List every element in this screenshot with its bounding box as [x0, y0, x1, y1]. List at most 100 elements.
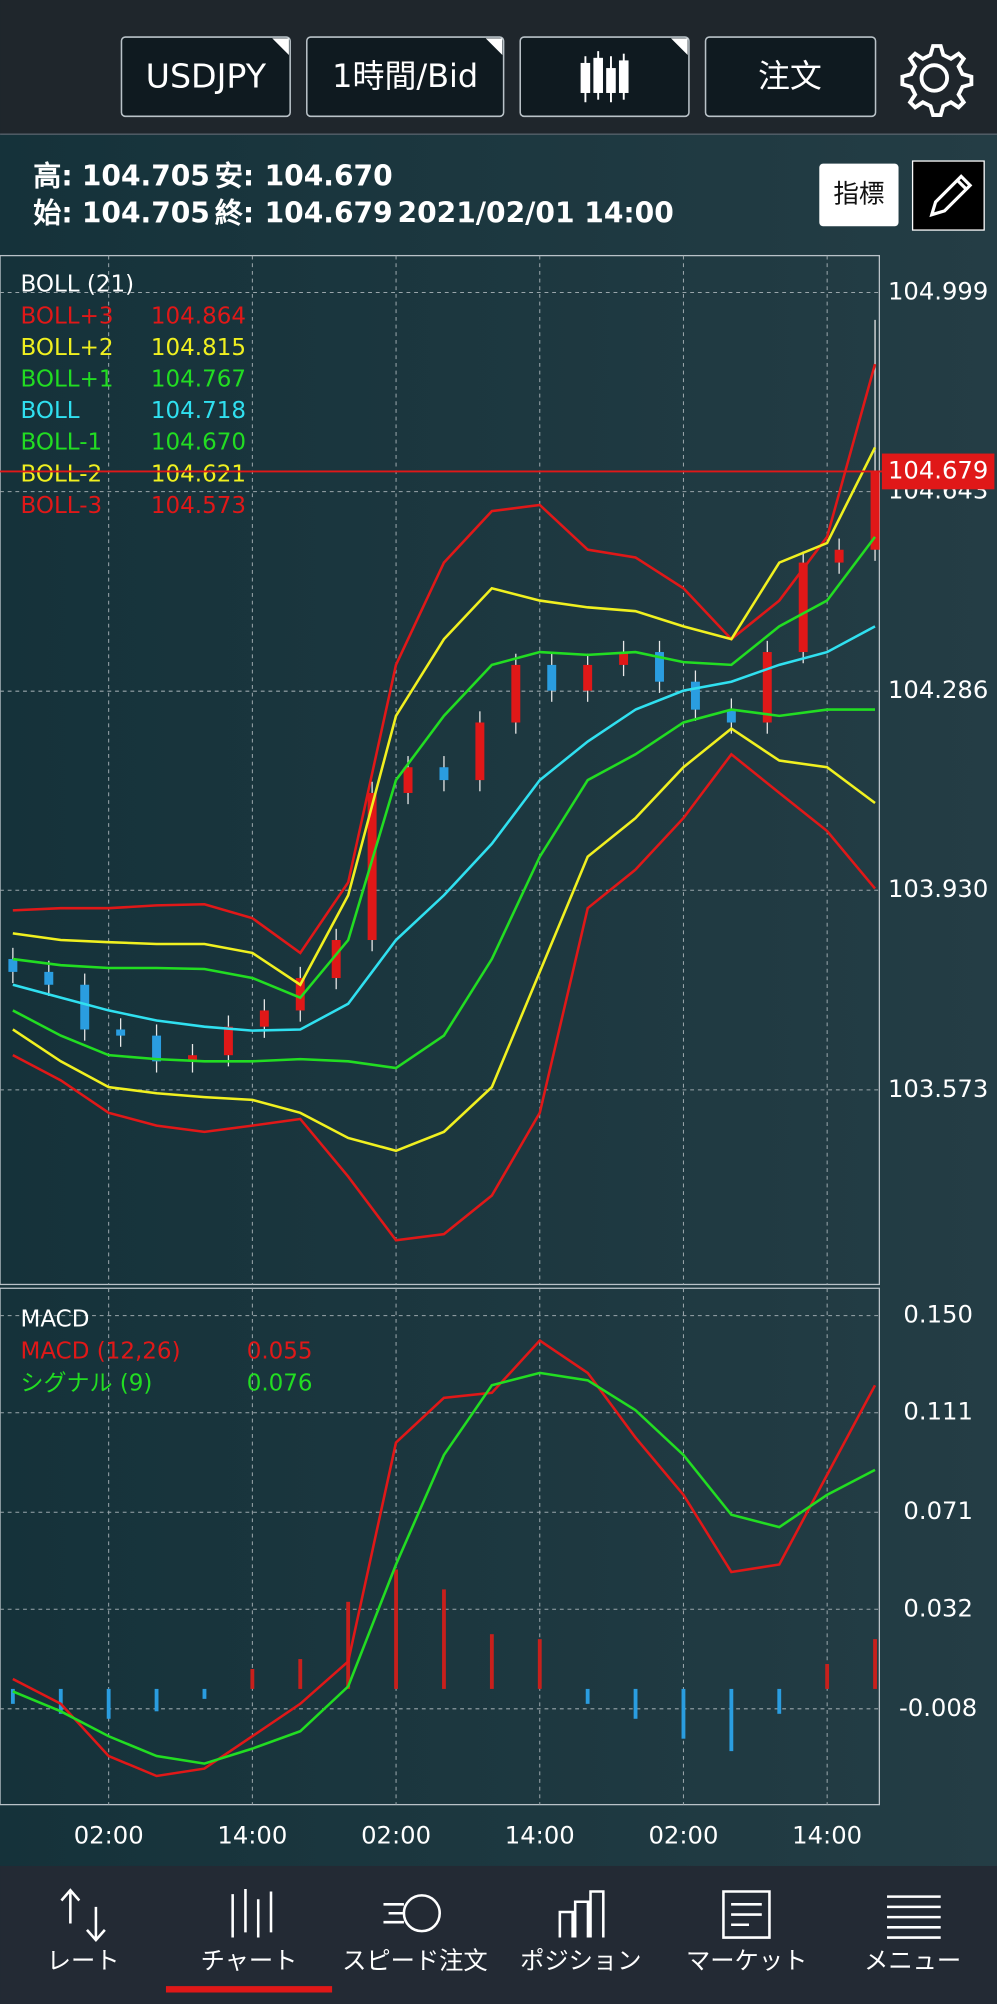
legend-value: 104.670 — [151, 430, 246, 456]
histogram-bar — [10, 1688, 15, 1704]
y-tick-label: 103.930 — [888, 874, 988, 903]
info-label: 高: — [33, 160, 72, 193]
candle-body — [44, 971, 54, 985]
histogram-bar — [202, 1688, 207, 1699]
line — [12, 752, 876, 1242]
line — [12, 1338, 877, 1778]
legend-title: MACD — [21, 1307, 90, 1333]
legend-title: BOLL (21) — [21, 272, 135, 298]
order-button[interactable]: 注文 — [704, 36, 877, 118]
histogram-bar — [489, 1634, 494, 1689]
info-value: 104.670 — [265, 160, 393, 193]
candle-body — [655, 652, 664, 682]
histogram-bar — [154, 1688, 159, 1712]
tab-label[interactable]: チャート — [201, 1946, 298, 1975]
legend-name: BOLL-3 — [21, 493, 103, 519]
tab-label[interactable]: スピード注文 — [342, 1946, 488, 1975]
info-datetime: 2021/02/01 14:00 — [398, 197, 674, 230]
y-tick-label: 104.286 — [888, 675, 988, 704]
candle-body — [475, 722, 485, 781]
current-price-label: 104.679 — [888, 455, 988, 484]
legend-value: 104.767 — [151, 367, 246, 393]
legend-value: 104.718 — [151, 398, 246, 424]
candle-body — [726, 709, 736, 723]
legend-name: BOLL-2 — [21, 461, 103, 487]
current-price-tag — [881, 453, 995, 490]
histogram-bar — [825, 1664, 830, 1689]
legend-name: BOLL+3 — [21, 303, 114, 329]
tab-label[interactable]: レート — [47, 1946, 120, 1975]
y-tick-label: 0.111 — [903, 1397, 972, 1426]
candle-body — [331, 940, 341, 979]
legend-value: 0.055 — [247, 1339, 313, 1365]
line — [12, 625, 876, 1032]
candle-body — [223, 1026, 233, 1056]
y-tick-label: 104.999 — [888, 277, 988, 306]
histogram-bar — [250, 1669, 255, 1689]
chart-type-button[interactable] — [519, 36, 690, 118]
candle-body — [870, 471, 880, 550]
x-tick-label: 02:00 — [648, 1821, 718, 1850]
histogram-bar — [442, 1589, 446, 1689]
candle-body — [8, 959, 18, 972]
tabs: レート チャート スピード注文 ポジション マーケット メニュー — [47, 1946, 961, 1993]
tab-label[interactable]: マーケット — [686, 1946, 807, 1975]
macd-panel — [0, 1287, 881, 1806]
candle-body — [619, 652, 629, 665]
histogram-bar — [58, 1688, 63, 1714]
candle-body — [403, 767, 413, 793]
info-label: 始: — [33, 197, 72, 230]
candle-body — [259, 1010, 269, 1027]
line — [12, 446, 877, 987]
histogram-bar — [681, 1688, 686, 1739]
legend-value: 104.864 — [151, 303, 246, 329]
candle-body — [798, 562, 808, 653]
histogram-bar — [729, 1688, 734, 1752]
candle-body — [367, 792, 377, 941]
active-tab-indicator — [165, 1986, 333, 1993]
tab-label[interactable]: ポジション — [520, 1946, 641, 1975]
info-label: 終: — [215, 197, 254, 230]
line — [12, 1371, 876, 1765]
y-tick-label: 0.150 — [903, 1300, 972, 1329]
histogram-bar — [873, 1639, 877, 1689]
y-tick-label: 103.573 — [888, 1074, 988, 1103]
candle-body — [834, 549, 844, 563]
legend-name: BOLL+1 — [21, 367, 114, 393]
x-tick-label: 14:00 — [505, 1821, 575, 1850]
histogram-bar — [537, 1639, 542, 1689]
legend-name: シグナル (9) — [21, 1371, 153, 1397]
info-value: 104.679 — [265, 197, 393, 230]
info-value: 104.705 — [82, 197, 210, 230]
line — [12, 727, 876, 1153]
tab-label[interactable]: メニュー — [864, 1946, 961, 1975]
tab-bar — [0, 1865, 997, 2004]
line — [12, 536, 877, 1000]
histogram-bar — [585, 1688, 590, 1704]
timeframe-button[interactable]: 1時間/Bid — [306, 36, 505, 118]
candle-body — [511, 664, 521, 723]
histogram-bar — [346, 1601, 351, 1689]
legend-value: 0.076 — [247, 1371, 313, 1397]
y-tick-label: -0.008 — [899, 1693, 977, 1722]
indicator-button[interactable]: 指標 — [819, 163, 899, 227]
x-tick-label: 14:00 — [792, 1821, 862, 1850]
candle-body — [690, 681, 700, 710]
legend-value: 104.621 — [151, 461, 246, 487]
legend-name: BOLL+2 — [21, 335, 114, 361]
histogram-bar — [298, 1659, 303, 1689]
candle-body — [116, 1029, 126, 1036]
candle-body — [80, 984, 90, 1030]
order: 注文 — [758, 57, 822, 95]
legend-name: BOLL — [21, 398, 80, 424]
line — [12, 708, 876, 1070]
settings-icon[interactable] — [900, 44, 974, 117]
candle-body — [762, 652, 772, 723]
draw-button[interactable] — [911, 160, 985, 231]
histogram-bar — [777, 1688, 782, 1714]
y-tick-label: 0.032 — [903, 1593, 972, 1622]
legend-value: 104.573 — [151, 493, 246, 519]
symbol-button[interactable]: USDJPY — [120, 36, 291, 118]
x-tick-label: 02:00 — [74, 1821, 144, 1850]
